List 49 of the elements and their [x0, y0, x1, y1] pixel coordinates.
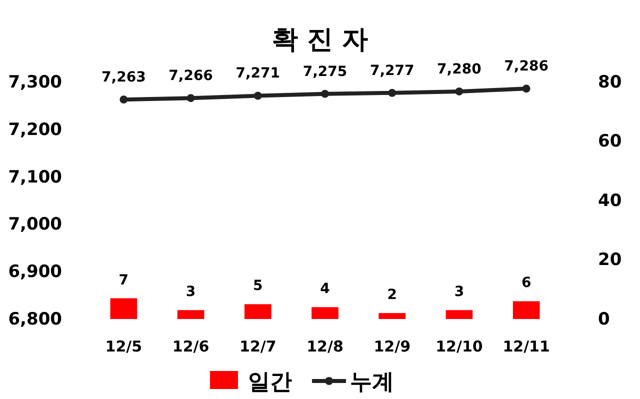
x-tick-label: 12/11 [502, 338, 550, 356]
data-label: 7,263 [102, 70, 146, 86]
bar [378, 313, 406, 319]
y2-tick-label: 0 [598, 309, 610, 330]
x-tick-label: 12/9 [374, 338, 411, 356]
y-tick-label: 6,900 [8, 262, 62, 282]
y-tick-label: 6,800 [8, 309, 62, 330]
data-label: 7,275 [302, 64, 348, 80]
point [120, 96, 128, 104]
point [321, 90, 329, 98]
bar [312, 307, 338, 319]
bar [446, 310, 473, 319]
y-tick-label: 7,200 [8, 120, 62, 140]
y2-tick-label: 20 [598, 250, 622, 270]
data-label: 7 [118, 272, 129, 288]
bar [110, 298, 138, 319]
x-tick-label: 12/10 [436, 338, 483, 356]
point [186, 94, 195, 102]
legend-label: 일간 [248, 370, 292, 395]
x-tick-label: 12/7 [239, 338, 276, 356]
data-label: 7,280 [437, 61, 482, 78]
data-label: 5 [253, 278, 263, 294]
y2-tick-label: 60 [598, 132, 622, 152]
data-label: 7,271 [236, 66, 280, 82]
data-label: 4 [320, 281, 330, 298]
data-label: 7,266 [168, 68, 213, 84]
y-tick-label: 7,000 [8, 214, 62, 235]
data-label: 2 [387, 287, 397, 304]
y2-tick-label: 40 [598, 190, 622, 211]
data-label: 3 [454, 284, 464, 300]
bar [244, 304, 272, 319]
bar [177, 310, 204, 319]
point [388, 88, 396, 97]
y2-tick-label: 80 [598, 72, 622, 92]
data-label: 3 [186, 284, 196, 300]
point [455, 88, 464, 96]
legend-label: 누계 [350, 370, 394, 395]
x-tick-label: 12/6 [172, 338, 210, 356]
data-label: 6 [521, 275, 532, 292]
chart-title: 확 진 자 [272, 25, 368, 55]
x-tick-label: 12/5 [105, 338, 142, 356]
y-tick-label: 7,300 [8, 72, 62, 92]
x-tick-label: 12/8 [306, 338, 344, 356]
y-tick-label: 7,100 [8, 167, 62, 188]
data-label: 7,286 [504, 58, 548, 75]
data-label: 7,277 [370, 62, 414, 79]
point [522, 84, 530, 93]
bar [512, 301, 540, 319]
point [254, 92, 262, 100]
